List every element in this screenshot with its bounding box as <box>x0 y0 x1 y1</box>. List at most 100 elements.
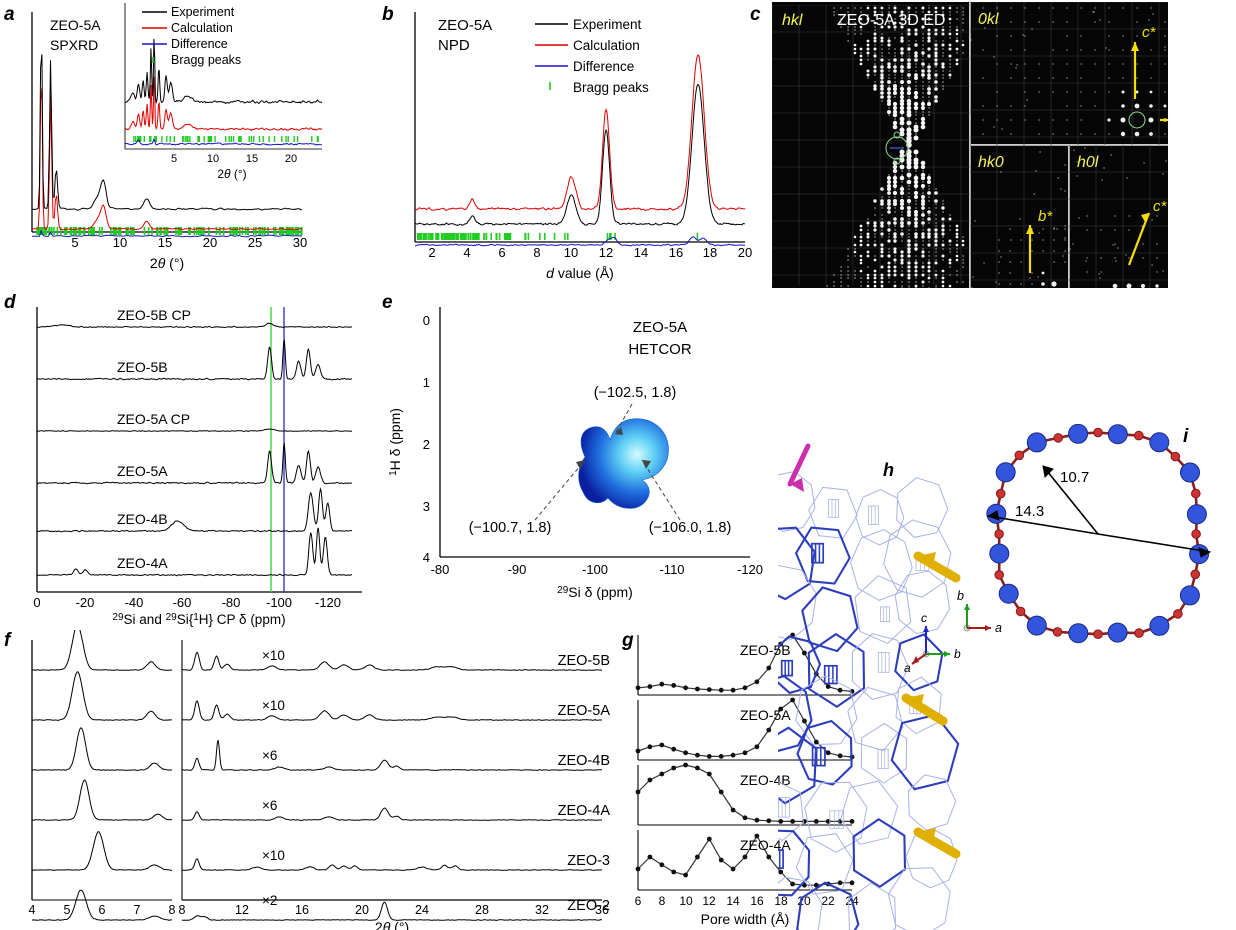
svg-text:28: 28 <box>475 903 489 917</box>
svg-text:b*: b* <box>1038 208 1053 225</box>
svg-text:16: 16 <box>295 903 309 917</box>
svg-text:6: 6 <box>498 245 505 260</box>
svg-text:Difference: Difference <box>171 37 228 51</box>
svg-text:ZEO-5A: ZEO-5A <box>117 463 168 479</box>
svg-text:8: 8 <box>659 894 666 908</box>
svg-text:4: 4 <box>423 550 430 565</box>
svg-text:-100: -100 <box>582 562 608 577</box>
svg-text:ZEO-5A: ZEO-5A <box>438 17 492 34</box>
svg-text:0kl: 0kl <box>978 11 999 28</box>
svg-text:Bragg peaks: Bragg peaks <box>573 80 649 95</box>
svg-text:(−100.7, 1.8): (−100.7, 1.8) <box>469 520 552 536</box>
svg-text:10: 10 <box>564 245 578 260</box>
svg-text:1H δ (ppm): 1H δ (ppm) <box>387 408 403 476</box>
svg-text:-100: -100 <box>266 595 292 610</box>
svg-text:a: a <box>904 661 911 675</box>
svg-text:×6: ×6 <box>262 748 277 763</box>
svg-text:15: 15 <box>158 235 172 250</box>
svg-text:8: 8 <box>169 903 176 917</box>
svg-text:24: 24 <box>415 903 429 917</box>
svg-text:29Si and 29Si{1H} CP δ (ppm): 29Si and 29Si{1H} CP δ (ppm) <box>112 612 285 627</box>
svg-text:c*: c* <box>1142 24 1157 41</box>
svg-text:(−106.0, 1.8): (−106.0, 1.8) <box>649 520 732 536</box>
svg-text:29Si δ (ppm): 29Si δ (ppm) <box>557 584 633 600</box>
svg-text:20: 20 <box>203 235 217 250</box>
svg-text:16: 16 <box>750 894 764 908</box>
svg-text:ZEO-5A CP: ZEO-5A CP <box>117 411 190 427</box>
svg-text:HETCOR: HETCOR <box>628 341 692 358</box>
svg-text:-20: -20 <box>76 595 95 610</box>
svg-text:25: 25 <box>248 235 262 250</box>
svg-text:Experiment: Experiment <box>573 17 642 32</box>
svg-text:×6: ×6 <box>262 798 277 813</box>
svg-text:-80: -80 <box>431 562 450 577</box>
svg-text:h: h <box>883 460 894 480</box>
svg-text:d value (Å): d value (Å) <box>546 265 614 281</box>
svg-text:4: 4 <box>29 903 36 917</box>
svg-text:20: 20 <box>355 903 369 917</box>
svg-text:ZEO-5B CP: ZEO-5B CP <box>117 307 191 323</box>
svg-text:3: 3 <box>423 499 430 514</box>
svg-text:Experiment: Experiment <box>171 5 235 19</box>
svg-text:×10: ×10 <box>262 648 285 663</box>
svg-text:Difference: Difference <box>573 59 634 74</box>
svg-text:(−102.5, 1.8): (−102.5, 1.8) <box>594 385 677 401</box>
svg-text:0: 0 <box>33 595 40 610</box>
svg-text:hkl: hkl <box>782 12 803 29</box>
svg-text:10: 10 <box>113 235 127 250</box>
svg-text:4: 4 <box>463 245 470 260</box>
svg-text:5: 5 <box>71 235 78 250</box>
svg-text:6: 6 <box>635 894 642 908</box>
svg-text:c: c <box>921 611 927 625</box>
svg-text:ZEO-5A: ZEO-5A <box>558 703 611 719</box>
svg-text:ZEO-5B: ZEO-5B <box>558 653 610 669</box>
svg-text:ZEO-4A: ZEO-4A <box>117 555 168 571</box>
svg-text:×2: ×2 <box>262 893 277 908</box>
svg-text:5: 5 <box>171 153 177 165</box>
svg-text:18: 18 <box>703 245 717 260</box>
svg-text:12: 12 <box>702 894 716 908</box>
svg-text:12: 12 <box>235 903 249 917</box>
svg-text:12: 12 <box>599 245 613 260</box>
svg-text:b: b <box>957 589 964 603</box>
svg-text:Calculation: Calculation <box>171 21 233 35</box>
svg-text:20: 20 <box>738 245 752 260</box>
svg-text:20: 20 <box>285 153 297 165</box>
svg-text:14: 14 <box>726 894 740 908</box>
svg-text:1: 1 <box>423 375 430 390</box>
svg-text:10: 10 <box>207 153 219 165</box>
svg-text:2: 2 <box>423 437 430 452</box>
svg-text:ZEO-5A 3D ED: ZEO-5A 3D ED <box>837 12 945 29</box>
svg-text:ZEO-5B: ZEO-5B <box>117 359 168 375</box>
svg-text:2θ (°): 2θ (°) <box>217 167 246 181</box>
svg-text:×10: ×10 <box>262 848 285 863</box>
svg-text:×10: ×10 <box>262 698 285 713</box>
svg-text:14.3: 14.3 <box>1015 503 1044 520</box>
svg-text:ZEO-5A: ZEO-5A <box>50 17 101 33</box>
svg-text:h0l: h0l <box>1077 154 1099 171</box>
svg-text:a: a <box>995 621 1002 635</box>
svg-text:5: 5 <box>64 903 71 917</box>
svg-text:-110: -110 <box>659 562 684 577</box>
svg-text:NPD: NPD <box>438 37 470 54</box>
svg-text:-90: -90 <box>508 562 527 577</box>
svg-text:0: 0 <box>423 313 430 328</box>
svg-text:ZEO-3: ZEO-3 <box>567 853 610 869</box>
svg-text:ZEO-5A: ZEO-5A <box>633 319 687 336</box>
svg-text:30: 30 <box>293 235 307 250</box>
svg-text:10.7: 10.7 <box>1060 469 1089 486</box>
svg-text:6: 6 <box>99 903 106 917</box>
svg-text:Pore width (Å): Pore width (Å) <box>701 911 790 927</box>
svg-text:2θ (°): 2θ (°) <box>150 255 184 271</box>
svg-text:2θ (°): 2θ (°) <box>375 919 409 930</box>
svg-text:-120: -120 <box>315 595 341 610</box>
svg-text:-80: -80 <box>222 595 241 610</box>
svg-text:7: 7 <box>134 903 141 917</box>
svg-text:SPXRD: SPXRD <box>50 37 98 53</box>
svg-text:-120: -120 <box>737 562 763 577</box>
svg-text:hk0: hk0 <box>978 154 1004 171</box>
svg-text:8: 8 <box>533 245 540 260</box>
svg-text:Bragg peaks: Bragg peaks <box>171 53 241 67</box>
svg-text:8: 8 <box>179 903 186 917</box>
svg-text:15: 15 <box>246 153 258 165</box>
